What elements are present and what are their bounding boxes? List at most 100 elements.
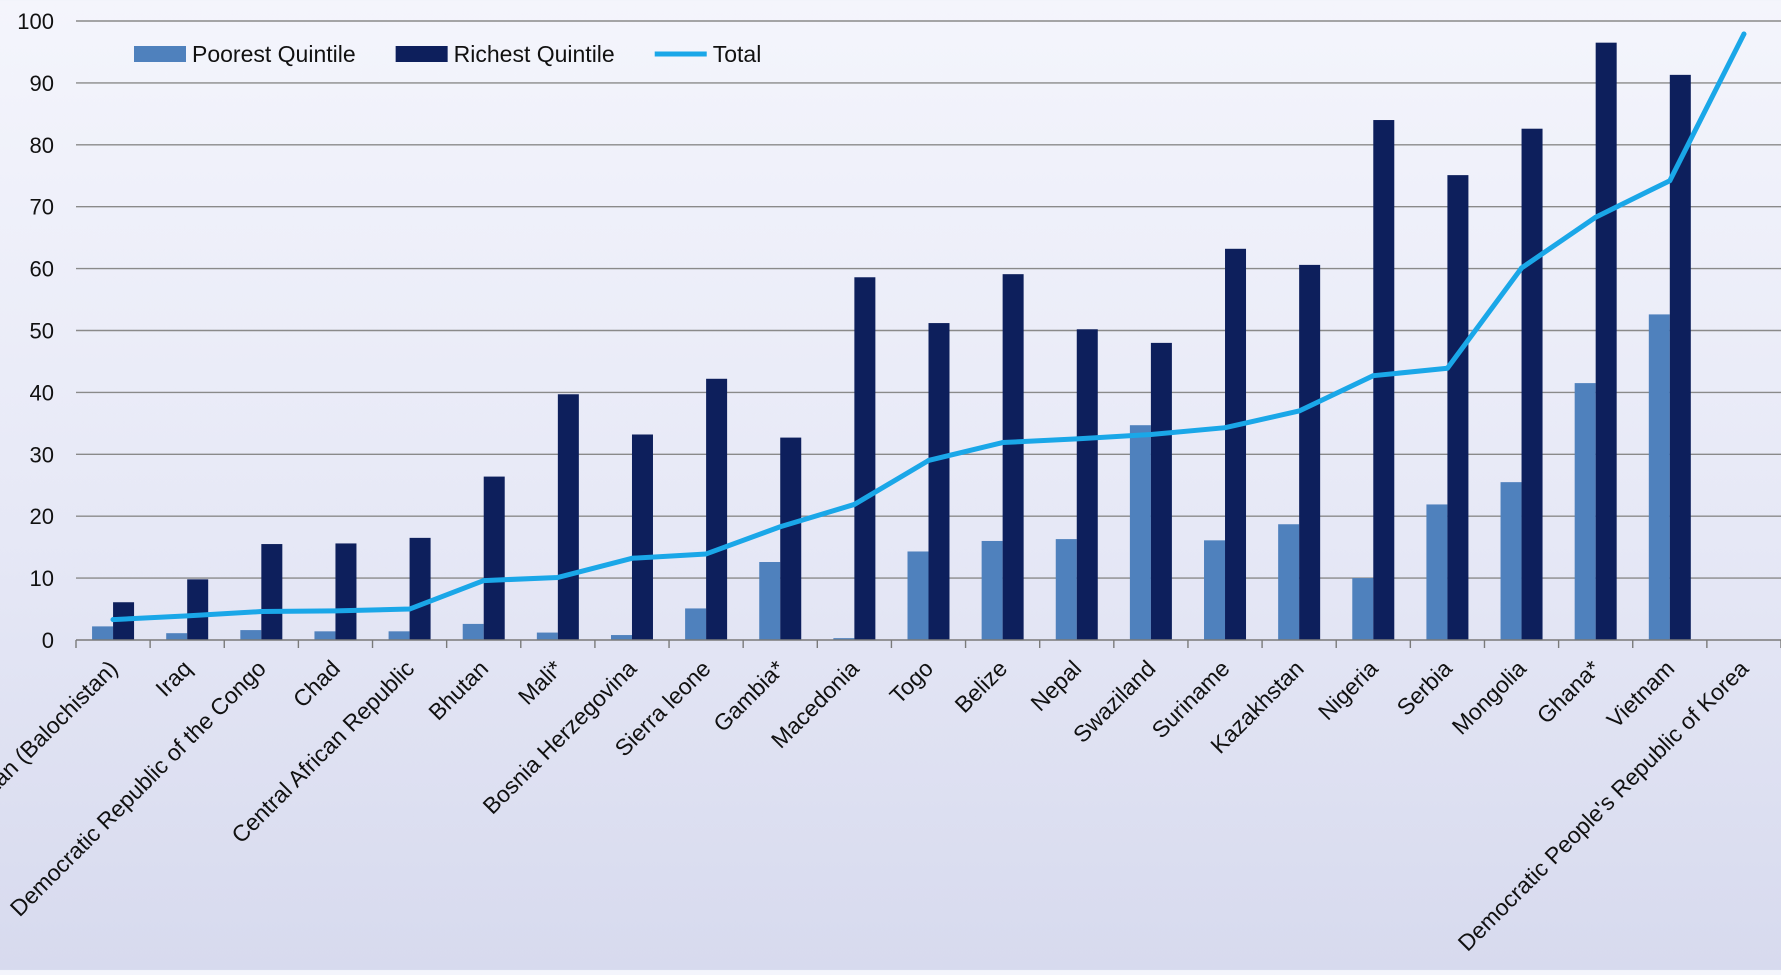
- x-tick-label: Nepal: [1025, 655, 1086, 716]
- total-point: [1370, 373, 1376, 379]
- y-tick-label: 70: [30, 195, 54, 220]
- legend-label: Total: [713, 41, 762, 67]
- x-tick-label: Bhutan: [423, 655, 493, 725]
- total-point: [1519, 265, 1524, 271]
- legend-label: Poorest Quintile: [192, 41, 356, 67]
- x-tick-label: Democratic Republic of the Congo: [5, 655, 271, 921]
- total-point: [110, 617, 116, 622]
- poorest-quintile-bar: [1204, 540, 1226, 640]
- richest-quintile-bar: [1002, 274, 1024, 640]
- y-tick-label: 80: [30, 133, 54, 158]
- poorest-quintile-bar: [833, 638, 855, 640]
- x-axis: [75, 639, 1781, 648]
- poorest-quintile-bar: [388, 631, 410, 640]
- x-tick-label: Ghana*: [1532, 655, 1606, 729]
- poorest-quintile-bar: [685, 608, 707, 640]
- poorest-quintile-bar: [1352, 578, 1374, 640]
- legend-swatch: [395, 46, 448, 62]
- y-tick-label: 100: [17, 9, 54, 34]
- x-tick-label: Mali*: [513, 655, 568, 710]
- poorest-quintile-bar: [759, 562, 781, 640]
- y-tick-label: 0: [42, 628, 54, 653]
- total-line: [110, 31, 1747, 623]
- richest-quintile-bar: [1299, 264, 1321, 640]
- richest-quintile-bar: [854, 277, 876, 640]
- total-point: [851, 502, 857, 507]
- total-point: [1222, 425, 1228, 431]
- total-point: [777, 524, 783, 530]
- y-tick-label: 50: [30, 319, 54, 344]
- y-tick-label: 30: [30, 442, 54, 467]
- total-point: [1741, 31, 1747, 37]
- total-point: [333, 608, 338, 614]
- total-point: [703, 551, 709, 557]
- poorest-quintile-bar: [314, 631, 336, 640]
- y-axis-ticks: 0 10 20 30 40 50 60 70 80 90 100: [17, 9, 54, 653]
- total-point: [555, 575, 561, 580]
- richest-quintile-bar: [1076, 329, 1098, 640]
- total-point: [1445, 365, 1450, 371]
- total-point: [407, 606, 412, 612]
- poorest-quintile-bar: [610, 635, 632, 640]
- legend-label: Richest Quintile: [454, 41, 615, 67]
- legend-swatch: [134, 46, 186, 62]
- x-tick-label: Belize: [949, 655, 1012, 718]
- y-tick-label: 60: [30, 257, 54, 282]
- richest-quintile-bar: [1521, 128, 1543, 640]
- richest-quintile-bar: [928, 323, 950, 640]
- y-tick-label: 20: [30, 504, 54, 529]
- x-tick-label: Togo: [884, 655, 938, 709]
- richest-quintile-bar: [335, 543, 357, 640]
- x-tick-label: Serbia: [1392, 655, 1458, 721]
- total-point: [1667, 178, 1673, 184]
- x-tick-label: Iraq: [150, 655, 196, 701]
- total-point: [1000, 440, 1006, 445]
- poorest-quintile-bar: [92, 626, 114, 640]
- poorest-quintile-bar: [981, 540, 1003, 640]
- total-point: [926, 458, 931, 463]
- richest-quintile-bar: [1225, 248, 1247, 641]
- poorest-quintile-bar: [462, 623, 484, 640]
- richest-quintile-bar: [1447, 175, 1469, 641]
- richest-quintile-bar: [1150, 342, 1172, 640]
- poorest-quintile-bar: [907, 551, 929, 640]
- total-point: [258, 609, 264, 614]
- x-tick-label: Mongolia: [1447, 655, 1532, 740]
- y-tick-label: 40: [30, 380, 54, 405]
- legend: Poorest Quintile Richest Quintile Total: [134, 41, 761, 67]
- richest-quintile-bar: [557, 394, 579, 640]
- y-tick-label: 90: [30, 71, 54, 96]
- richest-quintile-bar: [1669, 74, 1691, 640]
- richest-quintile-bar: [409, 537, 431, 640]
- richest-quintile-bar: [187, 579, 209, 640]
- richest-quintile-bar: [706, 378, 728, 640]
- richest-quintile-bar: [780, 437, 802, 640]
- x-tick-label: Chad: [288, 655, 345, 712]
- richest-quintile-bar: [1595, 42, 1617, 641]
- total-point: [1593, 214, 1599, 220]
- poorest-quintile-bar: [536, 632, 558, 640]
- richest-quintile-bar: [261, 544, 283, 640]
- poorest-quintile-bar: [1648, 314, 1670, 640]
- richest-quintile-bar: [631, 434, 653, 640]
- richest-quintile-bar: [1373, 120, 1395, 641]
- bars: [92, 42, 1691, 641]
- total-point: [184, 613, 190, 619]
- total-point: [629, 555, 635, 561]
- x-tick-label: Nigeria: [1313, 655, 1383, 725]
- total-point: [1074, 436, 1080, 442]
- poorest-quintile-bar: [1278, 524, 1300, 640]
- poorest-quintile-bar: [1500, 482, 1522, 640]
- poorest-quintile-bar: [166, 633, 188, 640]
- total-point: [1148, 432, 1154, 437]
- y-tick-label: 10: [30, 566, 54, 591]
- total-point: [481, 578, 487, 583]
- poorest-quintile-bar: [1129, 425, 1151, 640]
- poorest-quintile-bar: [1426, 504, 1448, 640]
- richest-quintile-bar: [483, 476, 505, 640]
- total-point: [1296, 408, 1302, 414]
- poorest-quintile-bar: [1055, 539, 1077, 640]
